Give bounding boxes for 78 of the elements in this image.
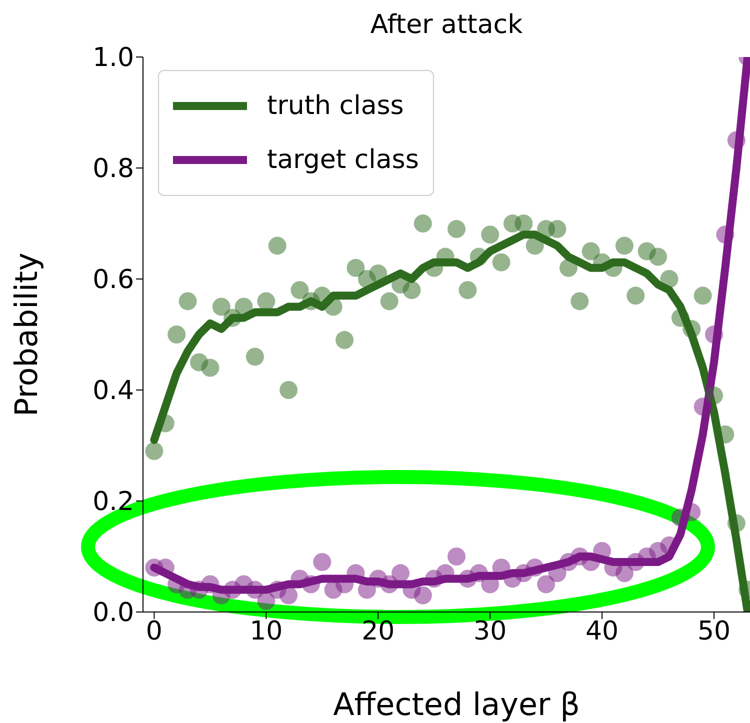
x-tick-label: 20: [362, 616, 395, 646]
point: [682, 320, 701, 338]
point: [156, 558, 174, 577]
point: [660, 536, 678, 554]
point: [324, 298, 342, 316]
x-axis-title: Affected layer β: [333, 687, 580, 723]
point: [402, 281, 421, 300]
point: [414, 214, 432, 232]
x-tick-label: 30: [474, 616, 507, 646]
point: [313, 553, 332, 572]
point: [201, 575, 220, 594]
point: [526, 236, 544, 255]
point: [470, 564, 488, 582]
point: [246, 348, 264, 366]
point: [425, 258, 444, 277]
x-tick-label: 10: [250, 616, 283, 646]
point: [234, 298, 253, 316]
point: [257, 292, 276, 310]
y-axis-title: Probability: [9, 252, 46, 416]
point: [145, 442, 164, 460]
point: [336, 331, 354, 350]
point: [582, 242, 600, 260]
point: [268, 236, 286, 255]
chart-title: After attack: [369, 10, 524, 40]
point: [458, 281, 477, 300]
point: [526, 558, 544, 577]
y-tick-label: 1.0: [92, 43, 134, 74]
point: [727, 514, 746, 532]
point: [246, 580, 264, 599]
point: [257, 592, 276, 610]
point: [414, 586, 432, 604]
point: [369, 264, 388, 282]
y-tick-label: 0.2: [92, 487, 134, 518]
point: [481, 226, 500, 244]
x-tick-label: 40: [586, 616, 619, 646]
point: [694, 286, 712, 305]
point: [224, 308, 242, 327]
legend-label: truth class: [267, 91, 404, 121]
point: [302, 575, 320, 594]
point: [548, 220, 566, 238]
point: [615, 236, 634, 255]
point: [649, 248, 668, 266]
x-tick-label: 0: [146, 616, 162, 646]
point: [694, 398, 712, 416]
point: [537, 575, 556, 594]
point: [380, 575, 398, 594]
point: [705, 326, 724, 344]
point: [201, 358, 220, 377]
point: [290, 281, 309, 300]
point: [280, 381, 298, 399]
point: [448, 220, 466, 238]
point: [559, 258, 578, 277]
point: [727, 131, 746, 150]
x-tick-label: 50: [697, 616, 731, 646]
point: [448, 548, 466, 566]
point: [615, 564, 634, 582]
point: [212, 298, 230, 316]
point: [380, 292, 398, 310]
point: [514, 214, 533, 232]
y-tick-label: 0.0: [92, 598, 134, 628]
point: [626, 286, 645, 305]
y-tick-label: 0.8: [92, 154, 134, 184]
point: [660, 270, 678, 288]
point: [570, 292, 589, 310]
point: [705, 386, 724, 405]
y-tick-label: 0.4: [92, 376, 134, 406]
point: [604, 258, 622, 277]
point: [346, 258, 365, 277]
point: [168, 326, 186, 344]
point: [470, 248, 488, 266]
point: [716, 226, 734, 244]
point: [178, 292, 197, 310]
point: [280, 586, 298, 604]
y-tick-label: 0.6: [92, 265, 134, 296]
legend-label: target class: [267, 145, 419, 175]
point: [671, 308, 690, 327]
point: [392, 564, 410, 582]
point: [492, 253, 510, 272]
